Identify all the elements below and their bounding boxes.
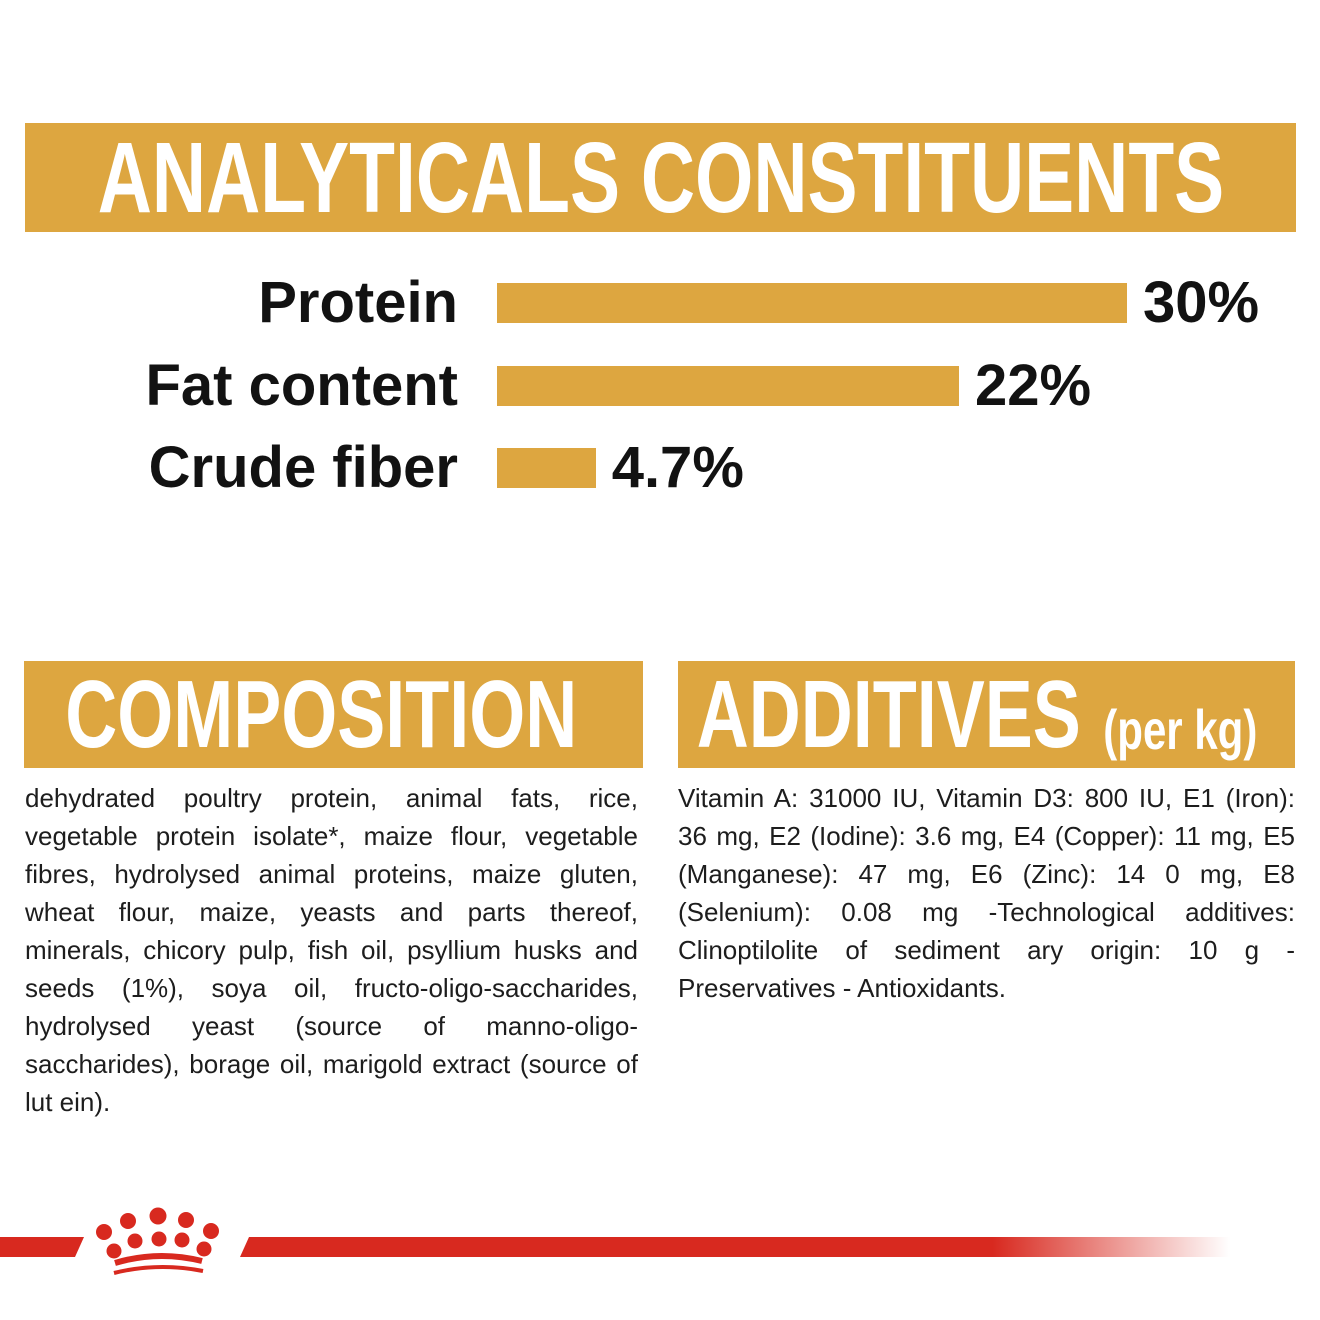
bar-value: 30%: [1143, 270, 1260, 335]
additives-body: Vitamin A: 31000 IU, Vitamin D3: 800 IU,…: [678, 783, 1295, 1003]
bar-value: 22%: [975, 352, 1092, 418]
analyticals-title: ANALYTICALS CONSTITUENTS: [97, 121, 1224, 234]
red-rule-left: [0, 1237, 84, 1257]
bar-value: 4.7%: [611, 435, 744, 500]
chart-row-fat-content: Fat content 22%: [0, 356, 1320, 414]
additives-unit-label: (per kg): [1103, 697, 1258, 761]
red-rule-right: [240, 1237, 1230, 1257]
bar-label: Crude fiber: [148, 435, 458, 500]
chart-row-crude-fiber: Crude fiber 4.7%: [0, 439, 1320, 497]
analyticals-banner: ANALYTICALS CONSTITUENTS: [25, 123, 1296, 232]
bar-label: Protein: [258, 270, 458, 335]
analyticals-bar-chart: Protein 30% Fat content 22% Crude fiber 4.7%: [0, 274, 1320, 497]
additives-banner: ADDITIVES (per kg): [678, 661, 1295, 768]
royal-canin-crown-logo: [96, 1207, 219, 1275]
composition-body: dehydrated poultry protein, animal fats,…: [25, 783, 638, 1117]
bar: [497, 283, 1127, 323]
bar: [497, 448, 596, 488]
composition-banner: COMPOSITION: [24, 661, 643, 768]
chart-row-protein: Protein 30%: [0, 274, 1320, 332]
composition-title: COMPOSITION: [65, 660, 578, 768]
bar: [497, 365, 959, 406]
additives-title: ADDITIVES: [696, 660, 1081, 768]
bar-label: Fat content: [145, 352, 458, 418]
